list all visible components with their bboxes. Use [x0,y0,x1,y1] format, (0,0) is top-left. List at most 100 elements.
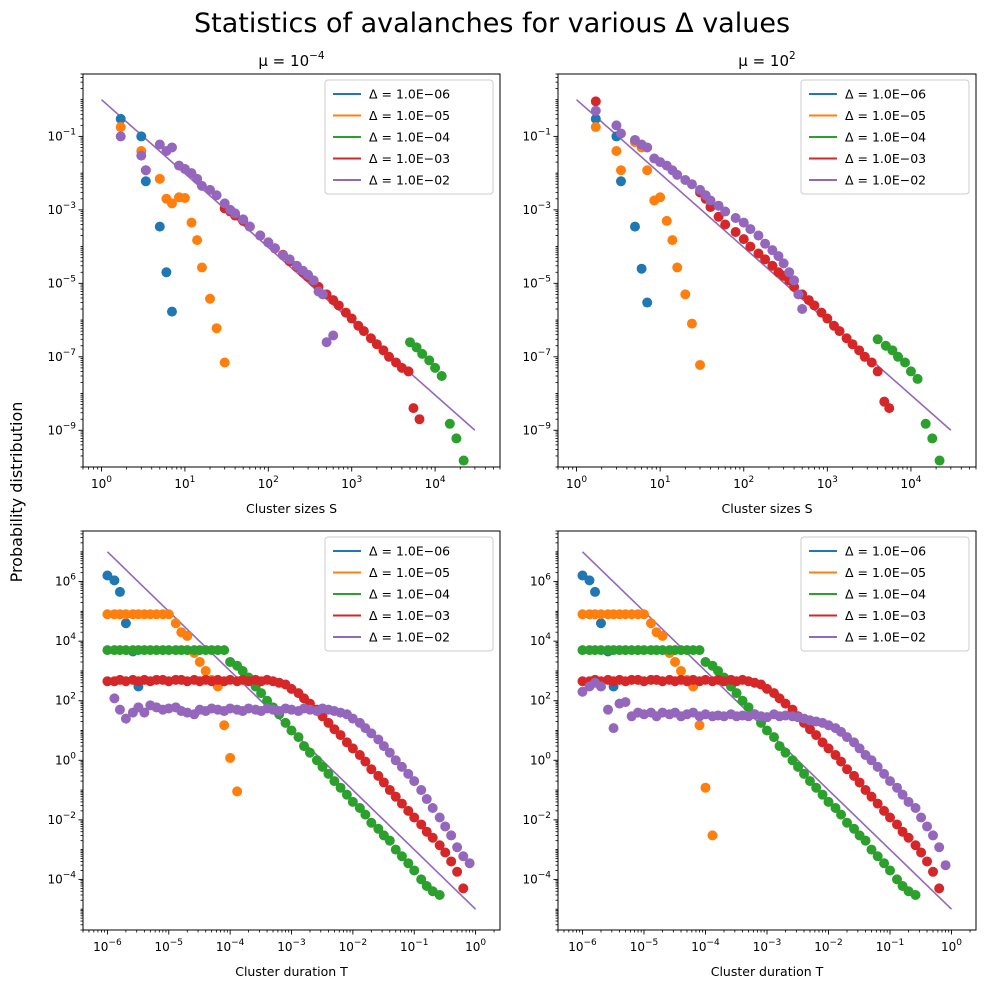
data-point [196,180,207,191]
data-point [817,789,828,800]
data-point [847,339,858,350]
x-tick-label: 10−5 [154,938,183,954]
legend-box [800,536,970,652]
data-point [638,609,649,620]
data-point [430,362,441,373]
x-tick-label: 100 [91,475,112,491]
data-point [102,570,113,581]
data-point [396,761,407,772]
legend-label: Δ = 1.0E−04 [369,130,450,145]
axis-ticks: 10−6 10−5 10−4 10−3 10−2 10−1 100 10−4 10−2 100 10… [47,530,495,954]
data-point [849,770,860,781]
data-point [166,142,177,153]
data-point [615,165,626,176]
axes-frame [82,73,501,468]
data-point [745,241,756,252]
data-point [396,851,407,862]
data-point [885,812,896,823]
data-point [910,802,921,813]
data-point [416,819,427,830]
data-point [408,403,419,414]
data-point [200,665,211,676]
data-point [232,786,243,797]
data-point [854,743,865,754]
data-point [804,776,815,787]
x-tick-label: 10−1 [876,938,905,954]
data-point [354,750,365,761]
data-point [866,755,877,766]
data-point [237,665,248,676]
plot-area [576,96,952,466]
y-tick-label: 10−1 [47,127,76,143]
legend-label: Δ = 1.0E−06 [845,544,926,559]
data-point [642,142,653,153]
data-point [192,235,203,246]
data-point [205,293,216,304]
data-point [655,192,666,203]
x-tick-label: 104 [425,475,446,491]
y-tick-label: 10−3 [47,201,76,217]
x-tick-label: 103 [341,475,362,491]
data-point [396,798,407,809]
data-point [910,840,921,851]
data-point [903,832,914,843]
data-point [713,200,724,211]
y-tick-label: 100 [55,751,76,767]
data-point [879,768,890,779]
data-point [799,768,810,779]
data-point [590,113,601,124]
data-point [293,732,304,743]
data-point [378,777,389,788]
data-point [434,840,445,851]
data-point [934,455,945,466]
data-point [885,776,896,787]
data-point [595,618,606,629]
legend: Δ = 1.0E−06 Δ = 1.0E−05 Δ = 1.0E−04 Δ = 1.0… [800,79,970,195]
data-point [859,351,870,362]
data-point [120,618,131,629]
data-point [603,704,613,715]
data-point [854,345,865,356]
y-tick-label: 10−7 [47,348,76,364]
data-point [611,120,622,131]
data-point [738,234,749,245]
data-point [403,366,414,377]
data-point [811,782,822,793]
data-point [884,403,895,414]
x-tick-label: 102 [733,475,754,491]
data-point [672,262,683,273]
data-point [390,755,401,766]
data-point [753,230,764,241]
data-point [192,173,203,184]
data-point [879,805,890,816]
data-point [745,224,756,235]
x-tick-label: 102 [258,475,279,491]
data-point [934,883,945,894]
series-3 [219,203,425,425]
data-point [872,761,883,772]
plot-area [577,551,953,910]
series-0 [590,113,653,308]
data-point [120,609,131,620]
x-tick-label: 104 [900,475,921,491]
data-point [136,131,147,142]
data-point [720,206,731,217]
data-point [767,260,778,271]
series-1 [102,609,243,797]
data-point [321,337,332,348]
data-point [774,741,785,752]
data-point [787,755,798,766]
data-point [373,823,384,834]
data-point [409,865,420,876]
data-point [811,730,822,741]
data-point [927,433,938,444]
data-point [577,570,588,581]
legend-label: Δ = 1.0E−02 [845,173,926,188]
y-tick-label: 10−3 [522,201,551,217]
data-point [179,193,190,204]
data-point [434,812,445,823]
legend-label: Δ = 1.0E−06 [369,87,450,102]
data-point [694,720,705,731]
data-point [373,770,384,781]
data-point [360,809,371,820]
